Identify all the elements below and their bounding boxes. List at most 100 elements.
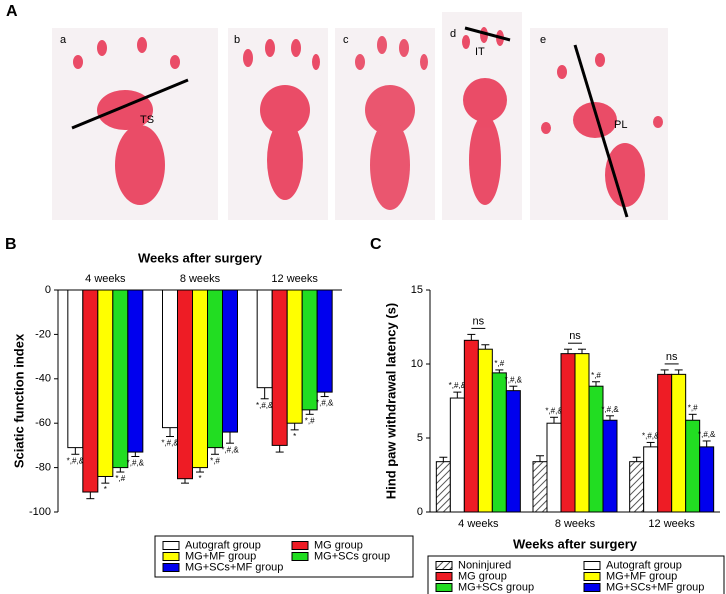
legend-swatch — [583, 583, 601, 592]
bar — [67, 289, 84, 449]
legend-swatch — [435, 561, 453, 570]
legend-swatch — [291, 552, 309, 561]
legend-swatch — [583, 572, 601, 581]
y-tick-label: 5 — [417, 432, 423, 444]
legend-label: MG+SCs+MF group — [606, 581, 704, 593]
bar — [505, 390, 521, 513]
y-tick-label: -60 — [35, 417, 51, 429]
significance-label: *,# — [688, 403, 698, 412]
image-label: e — [540, 34, 546, 46]
y-tick-label: 0 — [45, 284, 51, 296]
significance-label: *,#,& — [256, 401, 274, 410]
bar — [699, 446, 715, 513]
bar — [671, 373, 687, 513]
bar — [177, 289, 193, 480]
bar — [532, 461, 548, 513]
bar — [546, 422, 562, 513]
y-tick-label: -20 — [35, 328, 51, 340]
panel-a: A a TS b c — [6, 3, 668, 220]
legend-label: MG group — [458, 570, 507, 582]
footprint-e: e PL — [530, 28, 668, 220]
measure-label: PL — [614, 119, 627, 131]
legend-label: MG+MF group — [185, 550, 256, 562]
legend-box — [154, 535, 414, 578]
x-tick-label: 12 weeks — [648, 518, 695, 530]
image-label: b — [234, 34, 240, 46]
bar — [192, 289, 208, 469]
significance-label: *,#,& — [316, 399, 334, 408]
significance-label: *,# — [494, 359, 504, 368]
legend-label: Autograft group — [606, 559, 682, 571]
bar — [222, 289, 238, 433]
bar — [112, 289, 129, 469]
bar — [477, 348, 493, 513]
legend-swatch — [162, 563, 180, 572]
bar — [316, 289, 333, 393]
bar — [162, 289, 178, 429]
bar — [127, 289, 144, 453]
bar — [286, 289, 303, 424]
bar — [435, 461, 451, 513]
legend-swatch — [583, 561, 601, 570]
legend-label: MG+SCs group — [458, 581, 534, 593]
bar — [463, 339, 479, 513]
footprint-d: d IT — [442, 12, 522, 220]
bar — [491, 372, 507, 513]
y-tick-label: 0 — [417, 506, 423, 518]
panel-label: C — [370, 236, 382, 253]
y-tick-label: -80 — [35, 462, 51, 474]
bar — [207, 289, 223, 449]
legend-swatch — [162, 541, 180, 550]
significance-label: *,#,& — [67, 456, 85, 465]
ns-label: ns — [473, 315, 485, 327]
x-tick-label: 12 weeks — [271, 273, 318, 285]
bar — [657, 373, 673, 513]
y-tick-label: 10 — [411, 358, 423, 370]
y-tick-label: 15 — [411, 284, 423, 296]
legend-swatch — [291, 541, 309, 550]
legend-label: MG+SCs+MF group — [185, 561, 283, 573]
significance-label: *,# — [115, 474, 125, 483]
bar — [301, 289, 318, 411]
bar — [643, 446, 659, 513]
bar — [449, 397, 465, 513]
legend-label: Noninjured — [458, 559, 511, 571]
significance-label: *,#,& — [601, 405, 619, 414]
significance-label: *,#,& — [545, 406, 563, 415]
significance-label: *,#,& — [505, 375, 523, 384]
y-tick-label: -40 — [35, 373, 51, 385]
x-tick-label: 4 weeks — [458, 518, 499, 530]
x-tick-label: 8 weeks — [180, 273, 221, 285]
panel-label: A — [6, 3, 18, 20]
significance-label: *,# — [591, 371, 601, 380]
y-tick-label: -100 — [29, 506, 51, 518]
legend-box — [427, 555, 725, 594]
significance-label: * — [293, 432, 296, 441]
legend-swatch — [435, 572, 453, 581]
significance-label: *,#,& — [698, 430, 716, 439]
bar — [574, 353, 590, 513]
y-axis-label: Sciatic function index — [11, 333, 26, 468]
measure-label: TS — [140, 114, 154, 126]
bar — [97, 289, 114, 477]
image-label: d — [450, 28, 456, 40]
chart-title: Weeks after surgery — [138, 250, 263, 265]
footprint-c: c — [335, 28, 435, 220]
legend-label: Autograft group — [185, 539, 261, 551]
bar — [256, 289, 273, 389]
x-tick-label: 8 weeks — [555, 518, 596, 530]
bar — [82, 289, 99, 493]
panel-label: B — [5, 236, 17, 253]
bar — [629, 461, 645, 513]
legend-label: MG+SCs group — [314, 550, 390, 562]
y-axis-label: Hind paw withdrawal latency (s) — [383, 303, 398, 499]
ns-label: ns — [666, 351, 678, 363]
legend-label: MG group — [314, 539, 363, 551]
significance-label: *,#,& — [127, 459, 145, 468]
legend-swatch — [162, 552, 180, 561]
significance-label: *,#,& — [221, 445, 239, 454]
image-label: c — [343, 34, 349, 46]
footprint-b: b — [228, 28, 328, 220]
footprint-a: a TS — [52, 28, 218, 220]
